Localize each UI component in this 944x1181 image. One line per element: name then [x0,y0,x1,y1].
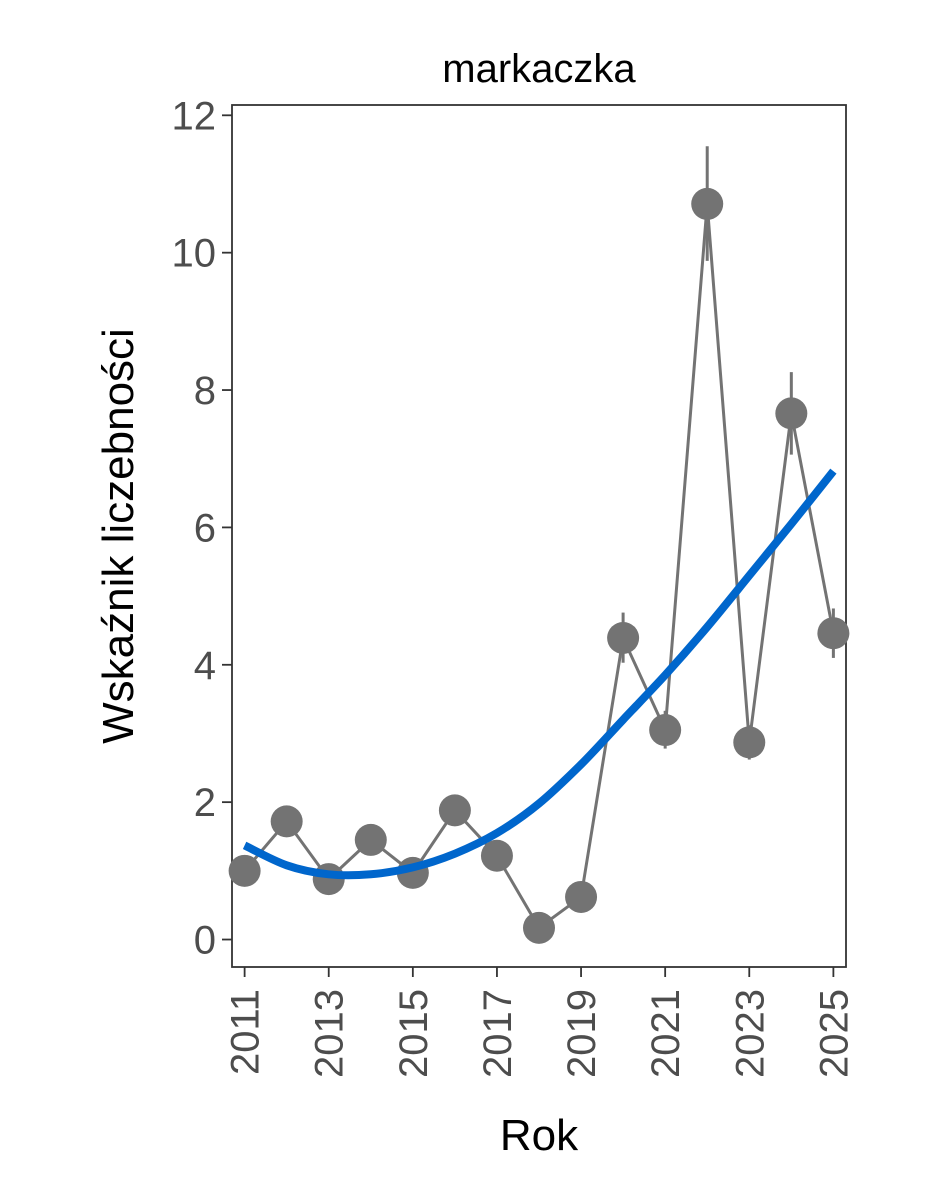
y-tick-label: 10 [172,232,217,276]
data-point [733,726,766,759]
data-point [649,714,682,747]
data-point [817,617,850,650]
data-point [565,880,598,913]
x-axis: 2011 2013 2015 2017 2019 2021 2023 2025 [224,967,856,1078]
y-tick-label: 8 [194,369,216,413]
x-tick-label: 2015 [392,989,436,1078]
x-tick-label: 2011 [224,989,268,1075]
x-tick-label: 2023 [728,989,772,1078]
x-tick-label: 2025 [812,989,856,1078]
data-point [523,911,555,944]
x-tick-label: 2013 [308,989,352,1078]
plot-panel [231,104,847,968]
y-tick-label: 12 [172,94,217,138]
x-tick-label: 2019 [560,989,604,1078]
x-tick-label: 2017 [476,989,520,1078]
trend-series [242,468,837,880]
data-point [228,854,261,887]
observed-series [228,146,850,944]
y-tick-label: 0 [194,919,216,963]
data-point [691,187,724,220]
observed-line [243,203,835,930]
y-tick-label: 2 [194,781,216,825]
data-point [270,805,303,838]
x-axis-title: Rok [500,1111,579,1160]
y-axis: 0 2 4 6 8 10 12 [172,94,232,963]
x-tick-label: 2021 [644,989,688,1078]
y-tick-label: 4 [194,644,216,688]
data-point [438,794,471,827]
data-point [607,621,640,654]
chart-title: markaczka [442,47,636,91]
data-point [775,397,808,430]
data-point [354,823,387,856]
trend-line [242,468,837,880]
data-point [480,839,513,872]
y-tick-label: 6 [194,506,216,550]
y-axis-title: Wskaźnik liczebności [94,328,143,744]
